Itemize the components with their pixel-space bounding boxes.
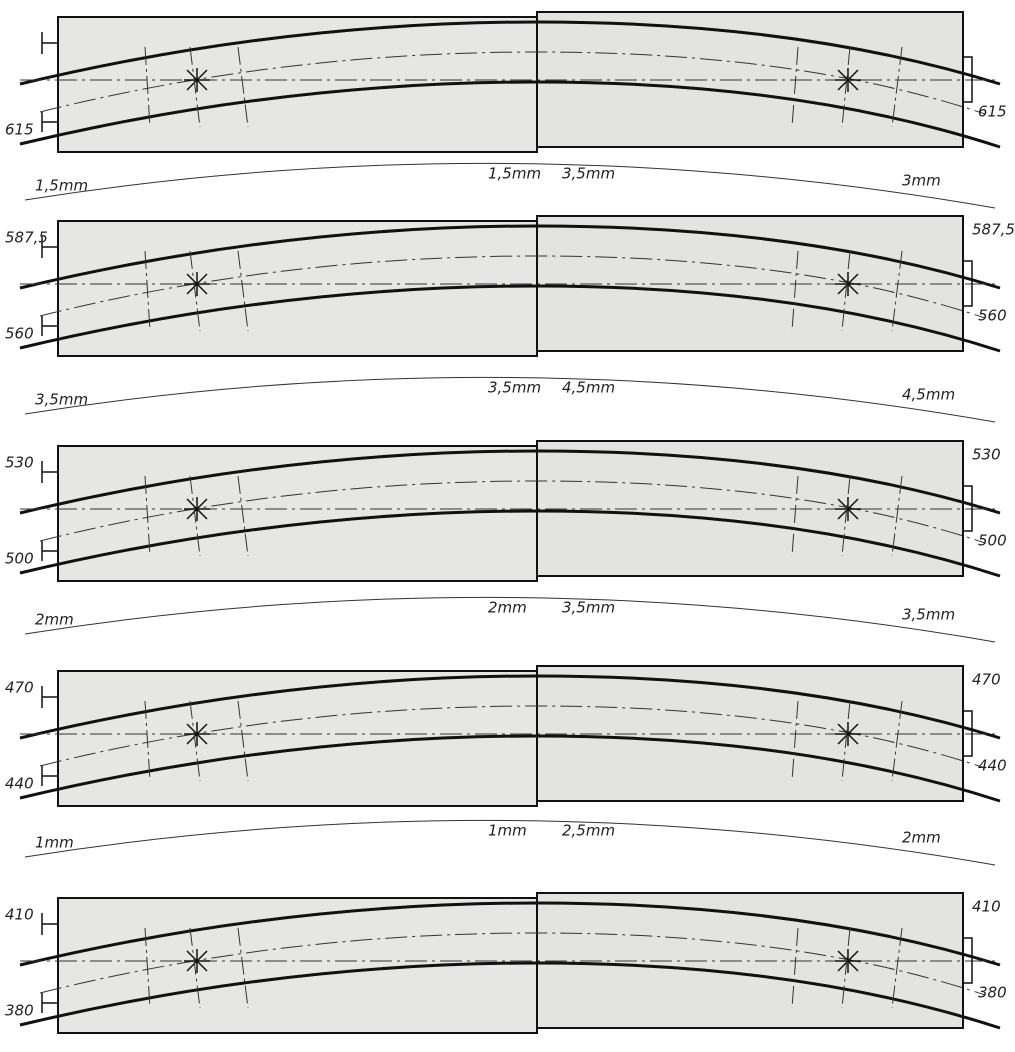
cross-tick bbox=[841, 250, 851, 332]
cross-tick bbox=[144, 927, 151, 1009]
dimension-label: 3,5mm bbox=[488, 379, 541, 397]
radius-label: 440 bbox=[5, 775, 34, 793]
dimension-arc bbox=[24, 819, 996, 866]
rail-upper bbox=[19, 674, 1001, 740]
cross-tick bbox=[144, 475, 151, 557]
rail-upper bbox=[19, 901, 1001, 967]
dimension-label: 4,5mm bbox=[562, 379, 615, 397]
right-bracket bbox=[963, 937, 973, 984]
radius-label: 615 bbox=[5, 121, 34, 139]
dimension-label: 1mm bbox=[35, 834, 74, 852]
radius-label: 560 bbox=[978, 307, 1007, 325]
cross-tick bbox=[791, 927, 799, 1009]
dimension-label: 2mm bbox=[488, 599, 527, 617]
left-tick-bottom bbox=[41, 316, 58, 336]
cross-tick bbox=[237, 475, 249, 557]
cross-tick bbox=[237, 250, 249, 332]
radius-label: 500 bbox=[5, 550, 34, 568]
dimension-label: 2,5mm bbox=[562, 822, 615, 840]
dimension-label: 3,5mm bbox=[562, 165, 615, 183]
radius-label: 587,5 bbox=[972, 221, 1015, 239]
dimension-label: 1mm bbox=[488, 822, 527, 840]
cross-tick bbox=[189, 927, 201, 1009]
right-bracket bbox=[963, 260, 973, 307]
radius-label: 380 bbox=[5, 1002, 34, 1020]
radius-label: 560 bbox=[5, 325, 34, 343]
rail-upper bbox=[19, 224, 1001, 290]
dimension-label: 4,5mm bbox=[902, 386, 955, 404]
left-block bbox=[57, 897, 538, 1034]
dimension-label: 3,5mm bbox=[562, 599, 615, 617]
dimension-arc bbox=[24, 162, 996, 209]
left-tick-top bbox=[41, 32, 58, 54]
radius-label: 530 bbox=[5, 454, 34, 472]
cross-tick bbox=[891, 475, 903, 557]
cross-tick bbox=[144, 250, 151, 332]
left-tick-top bbox=[41, 461, 58, 483]
left-tick-top bbox=[41, 686, 58, 708]
left-tick-top bbox=[41, 236, 58, 258]
cross-tick bbox=[791, 700, 799, 782]
left-tick-bottom bbox=[41, 112, 58, 132]
cross-tick bbox=[891, 927, 903, 1009]
radius-label: 440 bbox=[978, 757, 1007, 775]
cross-tick bbox=[841, 927, 851, 1009]
dimension-label: 3mm bbox=[902, 172, 941, 190]
rail-lower bbox=[19, 734, 1001, 803]
right-bracket bbox=[963, 56, 973, 103]
cross-tick bbox=[791, 250, 799, 332]
cross-tick bbox=[189, 250, 201, 332]
cross-tick bbox=[189, 46, 201, 128]
cross-tick bbox=[144, 700, 151, 782]
right-bracket bbox=[963, 710, 973, 757]
radius-label: 380 bbox=[978, 984, 1007, 1002]
rail-lower bbox=[19, 80, 1001, 149]
dimension-label: 3,5mm bbox=[35, 391, 88, 409]
cross-tick bbox=[791, 475, 799, 557]
cross-tick bbox=[891, 250, 903, 332]
left-tick-bottom bbox=[41, 993, 58, 1013]
cross-tick bbox=[891, 700, 903, 782]
right-bracket bbox=[963, 485, 973, 532]
rail-lower bbox=[19, 509, 1001, 578]
dimension-arc bbox=[24, 596, 996, 643]
rail-lower bbox=[19, 961, 1001, 1030]
cross-tick bbox=[189, 700, 201, 782]
cross-tick bbox=[841, 700, 851, 782]
radius-label: 410 bbox=[972, 898, 1001, 916]
left-tick-top bbox=[41, 913, 58, 935]
dimension-label: 2mm bbox=[902, 829, 941, 847]
rail-upper bbox=[19, 20, 1001, 86]
cross-tick bbox=[841, 46, 851, 128]
radius-label: 615 bbox=[978, 103, 1007, 121]
cross-tick bbox=[891, 46, 903, 128]
cross-tick bbox=[189, 475, 201, 557]
cross-tick bbox=[144, 46, 151, 128]
cross-tick bbox=[237, 927, 249, 1009]
rail-upper bbox=[19, 449, 1001, 515]
dimension-label: 3,5mm bbox=[902, 606, 955, 624]
dimension-arc bbox=[24, 376, 996, 423]
radius-label: 587,5 bbox=[5, 229, 48, 247]
radius-label: 500 bbox=[978, 532, 1007, 550]
cross-tick bbox=[237, 46, 249, 128]
left-tick-bottom bbox=[41, 766, 58, 786]
radius-label: 410 bbox=[5, 906, 34, 924]
dimension-label: 2mm bbox=[35, 611, 74, 629]
dimension-label: 1,5mm bbox=[35, 177, 88, 195]
cross-tick bbox=[237, 700, 249, 782]
left-tick-bottom bbox=[41, 541, 58, 561]
cross-tick bbox=[841, 475, 851, 557]
radius-label: 470 bbox=[5, 679, 34, 697]
radius-label: 530 bbox=[972, 446, 1001, 464]
rail-lower bbox=[19, 284, 1001, 353]
radius-label: 470 bbox=[972, 671, 1001, 689]
dimension-label: 1,5mm bbox=[488, 165, 541, 183]
cross-tick bbox=[791, 46, 799, 128]
